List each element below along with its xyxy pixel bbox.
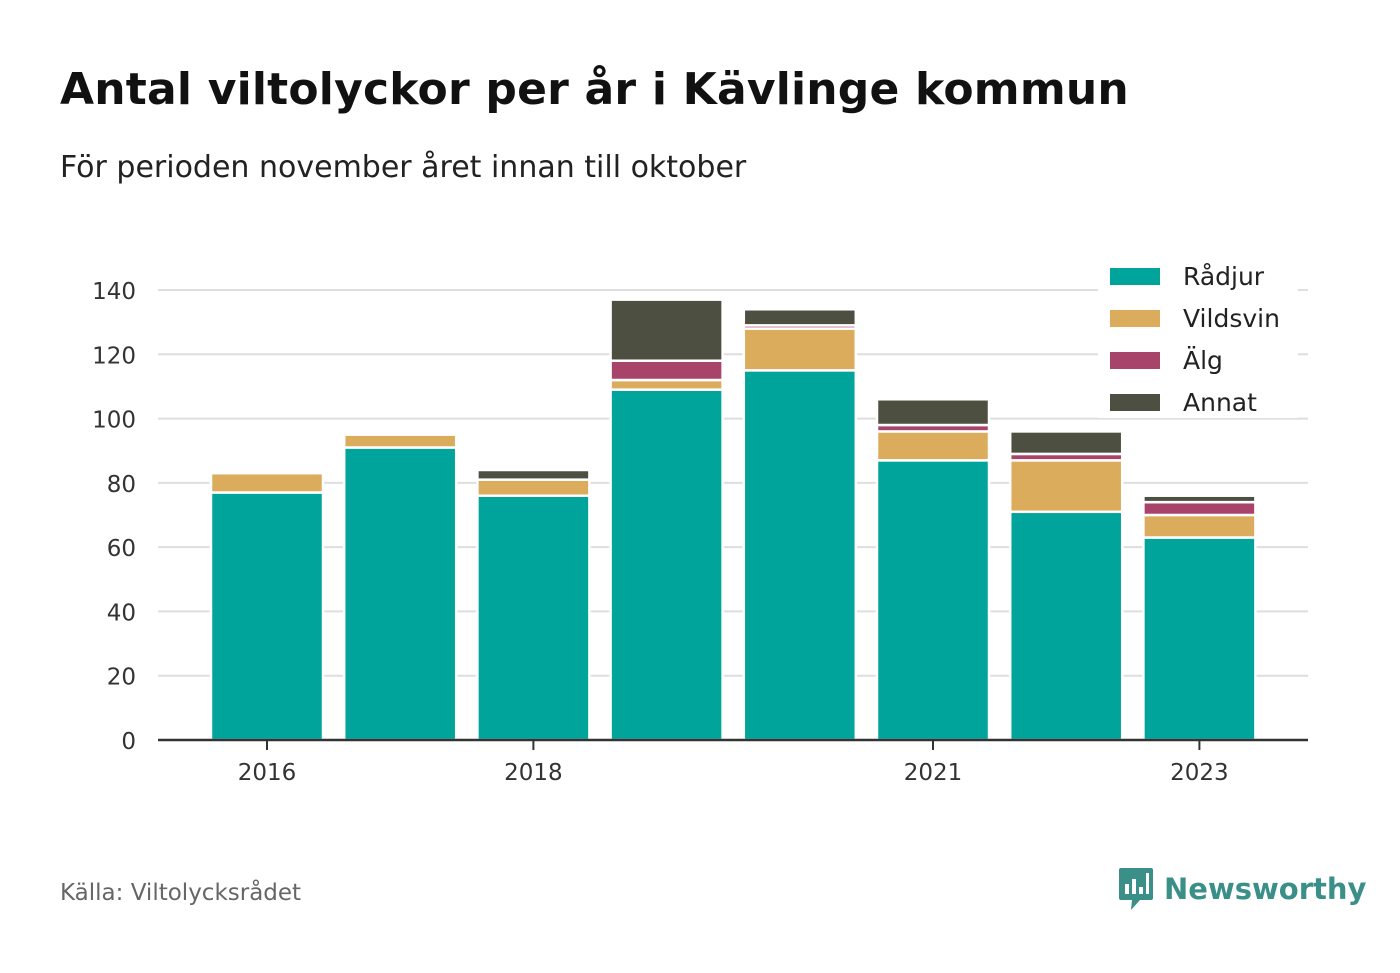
y-tick-label: 40 bbox=[107, 600, 136, 626]
x-tick-label: 2016 bbox=[238, 760, 297, 786]
newsworthy-logo-icon bbox=[1119, 868, 1153, 910]
bar-segment bbox=[742, 308, 858, 327]
bar-segment bbox=[609, 388, 724, 742]
y-tick-label: 140 bbox=[92, 279, 136, 305]
x-tick-label: 2018 bbox=[504, 760, 563, 786]
legend-swatch bbox=[1110, 352, 1160, 369]
bar-segment bbox=[476, 468, 591, 481]
bar-segment bbox=[1142, 500, 1257, 517]
y-tick-label: 80 bbox=[107, 472, 136, 498]
bar-segment bbox=[209, 491, 325, 742]
legend: Rådjur Vildsvin Älg Annat bbox=[1098, 258, 1298, 418]
brand-name: Newsworthy bbox=[1164, 872, 1367, 906]
y-tick-label: 100 bbox=[92, 408, 136, 434]
bar-segment bbox=[1142, 536, 1257, 742]
legend-label: Rådjur bbox=[1183, 262, 1265, 291]
y-tick-label: 120 bbox=[92, 343, 136, 369]
legend-swatch bbox=[1110, 268, 1160, 285]
bar-segment bbox=[875, 459, 991, 742]
bar-segment bbox=[476, 494, 591, 742]
bar-segment bbox=[1008, 430, 1124, 456]
legend-swatch bbox=[1110, 310, 1160, 327]
chart-subtitle: För perioden november året innan till ok… bbox=[60, 150, 747, 185]
bar-stacks bbox=[209, 298, 1257, 742]
legend-swatch bbox=[1110, 394, 1160, 411]
bar-segment bbox=[1008, 510, 1124, 742]
newsworthy-logo: Newsworthy bbox=[1118, 866, 1366, 912]
bar-segment bbox=[742, 327, 858, 372]
bar-segment bbox=[1142, 513, 1257, 539]
bar-segment bbox=[209, 471, 325, 494]
y-tick-label: 60 bbox=[107, 536, 136, 562]
axes: 0 20 40 60 80 100 120 140 2016 2018 2021 2023 bbox=[92, 279, 1308, 786]
legend-label: Annat bbox=[1183, 388, 1257, 417]
x-tick-label: 2021 bbox=[904, 760, 963, 786]
y-tick-label: 0 bbox=[121, 729, 136, 755]
source-note: Källa: Viltolycksrådet bbox=[60, 880, 302, 906]
bar-segment bbox=[609, 359, 724, 382]
bar-segment bbox=[609, 378, 724, 391]
bar-segment bbox=[1008, 459, 1124, 514]
bar-segment bbox=[342, 433, 458, 449]
bar-segment bbox=[342, 446, 458, 742]
bar-segment bbox=[1142, 494, 1257, 504]
legend-label: Vildsvin bbox=[1183, 304, 1280, 333]
bar-segment bbox=[875, 430, 991, 462]
x-tick-label: 2023 bbox=[1170, 760, 1229, 786]
bar-segment bbox=[476, 478, 591, 497]
bar-segment bbox=[742, 369, 858, 742]
bar-segment bbox=[609, 298, 724, 362]
chart-title: Antal viltolyckor per år i Kävlinge komm… bbox=[60, 64, 1129, 115]
bar-segment bbox=[875, 398, 991, 427]
legend-label: Älg bbox=[1183, 346, 1223, 375]
y-tick-label: 20 bbox=[107, 665, 136, 691]
